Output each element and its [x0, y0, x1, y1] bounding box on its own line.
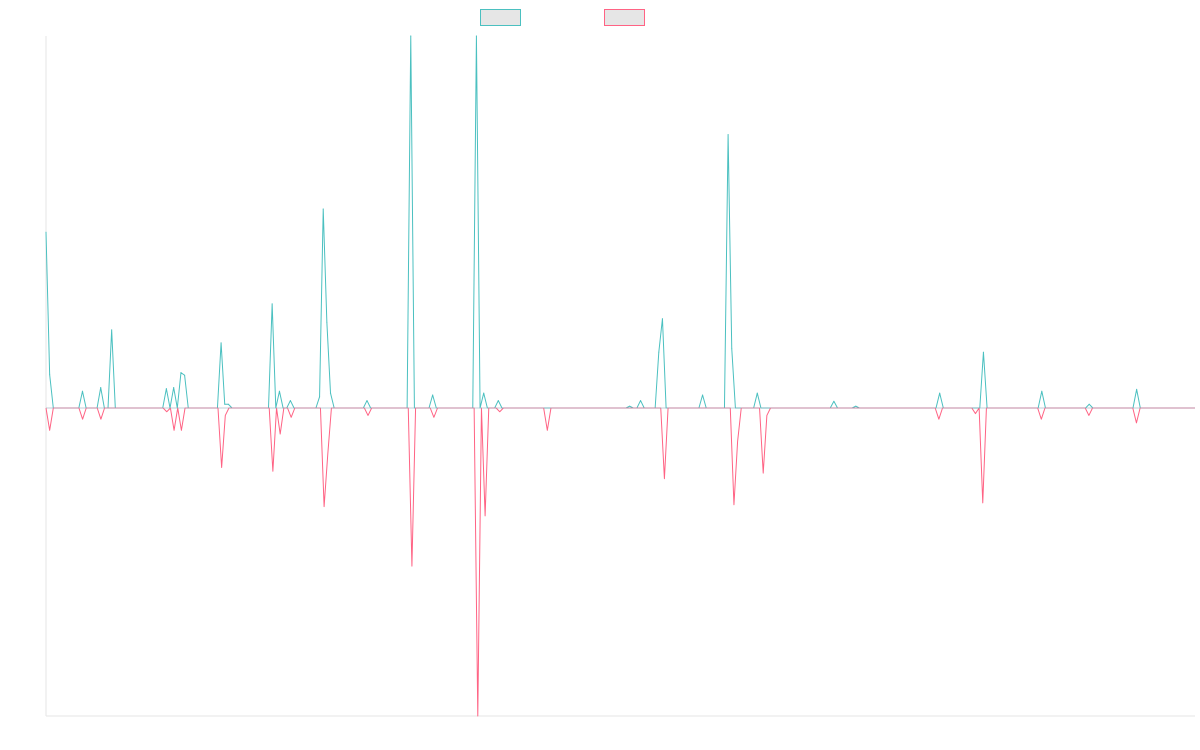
legend-swatch — [604, 9, 645, 26]
data-point — [180, 372, 182, 374]
data-point — [1136, 388, 1138, 390]
data-point — [224, 403, 226, 405]
data-point — [49, 373, 51, 376]
series-line — [45, 407, 1195, 717]
data-point — [661, 318, 664, 320]
data-point — [833, 400, 835, 402]
data-point — [629, 405, 631, 407]
legend-swatch — [480, 9, 521, 26]
data-point — [184, 374, 186, 376]
legend-item[interactable] — [604, 9, 645, 26]
data-point — [278, 390, 281, 392]
legend-item[interactable] — [480, 9, 521, 26]
data-point — [483, 392, 485, 394]
legend — [480, 9, 645, 26]
data-point — [727, 133, 729, 136]
data-point — [227, 403, 229, 405]
data-point — [1041, 390, 1043, 392]
data-point — [322, 208, 324, 210]
data-point — [173, 386, 175, 389]
data-point — [111, 329, 113, 331]
data-point — [497, 399, 499, 402]
data-point — [220, 342, 222, 344]
data-point — [271, 303, 273, 305]
data-point — [939, 392, 941, 394]
data-point — [165, 388, 167, 390]
axes — [45, 36, 1195, 717]
data-point — [658, 351, 660, 353]
data-point — [982, 351, 985, 353]
data-point — [756, 392, 758, 394]
data-point — [45, 231, 47, 233]
data-point — [1088, 403, 1090, 405]
series-layer — [45, 35, 1195, 717]
data-point — [81, 390, 84, 392]
data-point — [326, 321, 328, 324]
data-point — [701, 394, 704, 396]
data-point — [289, 399, 291, 402]
data-point — [410, 35, 412, 37]
data-point — [855, 405, 857, 407]
data-point — [731, 347, 733, 350]
data-point — [366, 399, 368, 402]
data-point — [329, 392, 332, 394]
data-point — [318, 396, 321, 398]
series-line — [45, 35, 1195, 409]
data-point — [100, 386, 102, 389]
data-point — [432, 394, 434, 396]
data-point — [475, 35, 478, 37]
data-point — [639, 399, 642, 402]
